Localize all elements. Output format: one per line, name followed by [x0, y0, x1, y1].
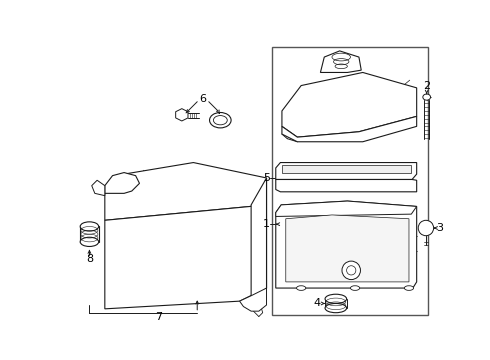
Polygon shape	[276, 201, 416, 288]
Ellipse shape	[404, 286, 414, 291]
Polygon shape	[105, 163, 267, 220]
Ellipse shape	[80, 222, 98, 231]
Polygon shape	[240, 288, 267, 311]
Polygon shape	[282, 165, 411, 172]
Ellipse shape	[210, 112, 231, 128]
Bar	[272, 47, 428, 315]
Polygon shape	[276, 180, 416, 192]
Polygon shape	[282, 116, 416, 142]
Polygon shape	[282, 72, 416, 137]
Text: 7: 7	[155, 312, 162, 322]
Text: 3: 3	[436, 223, 443, 233]
Polygon shape	[320, 51, 361, 72]
Circle shape	[346, 266, 356, 275]
Text: 5: 5	[263, 173, 270, 183]
Polygon shape	[276, 163, 416, 180]
Text: 8: 8	[86, 254, 93, 264]
Text: 2: 2	[423, 81, 430, 91]
Circle shape	[342, 261, 361, 280]
Polygon shape	[105, 172, 140, 193]
Ellipse shape	[296, 286, 306, 291]
Text: 6: 6	[199, 94, 206, 104]
Ellipse shape	[325, 294, 346, 303]
Polygon shape	[276, 201, 416, 216]
Text: 1: 1	[263, 219, 270, 229]
Ellipse shape	[350, 286, 360, 291]
Polygon shape	[105, 205, 267, 309]
Polygon shape	[251, 178, 267, 301]
Polygon shape	[92, 180, 105, 195]
Ellipse shape	[325, 303, 346, 313]
Ellipse shape	[80, 237, 98, 247]
Ellipse shape	[423, 94, 431, 100]
Circle shape	[418, 220, 434, 236]
Polygon shape	[286, 215, 409, 282]
Text: 4: 4	[313, 298, 320, 309]
Polygon shape	[175, 109, 188, 121]
Ellipse shape	[213, 116, 227, 125]
